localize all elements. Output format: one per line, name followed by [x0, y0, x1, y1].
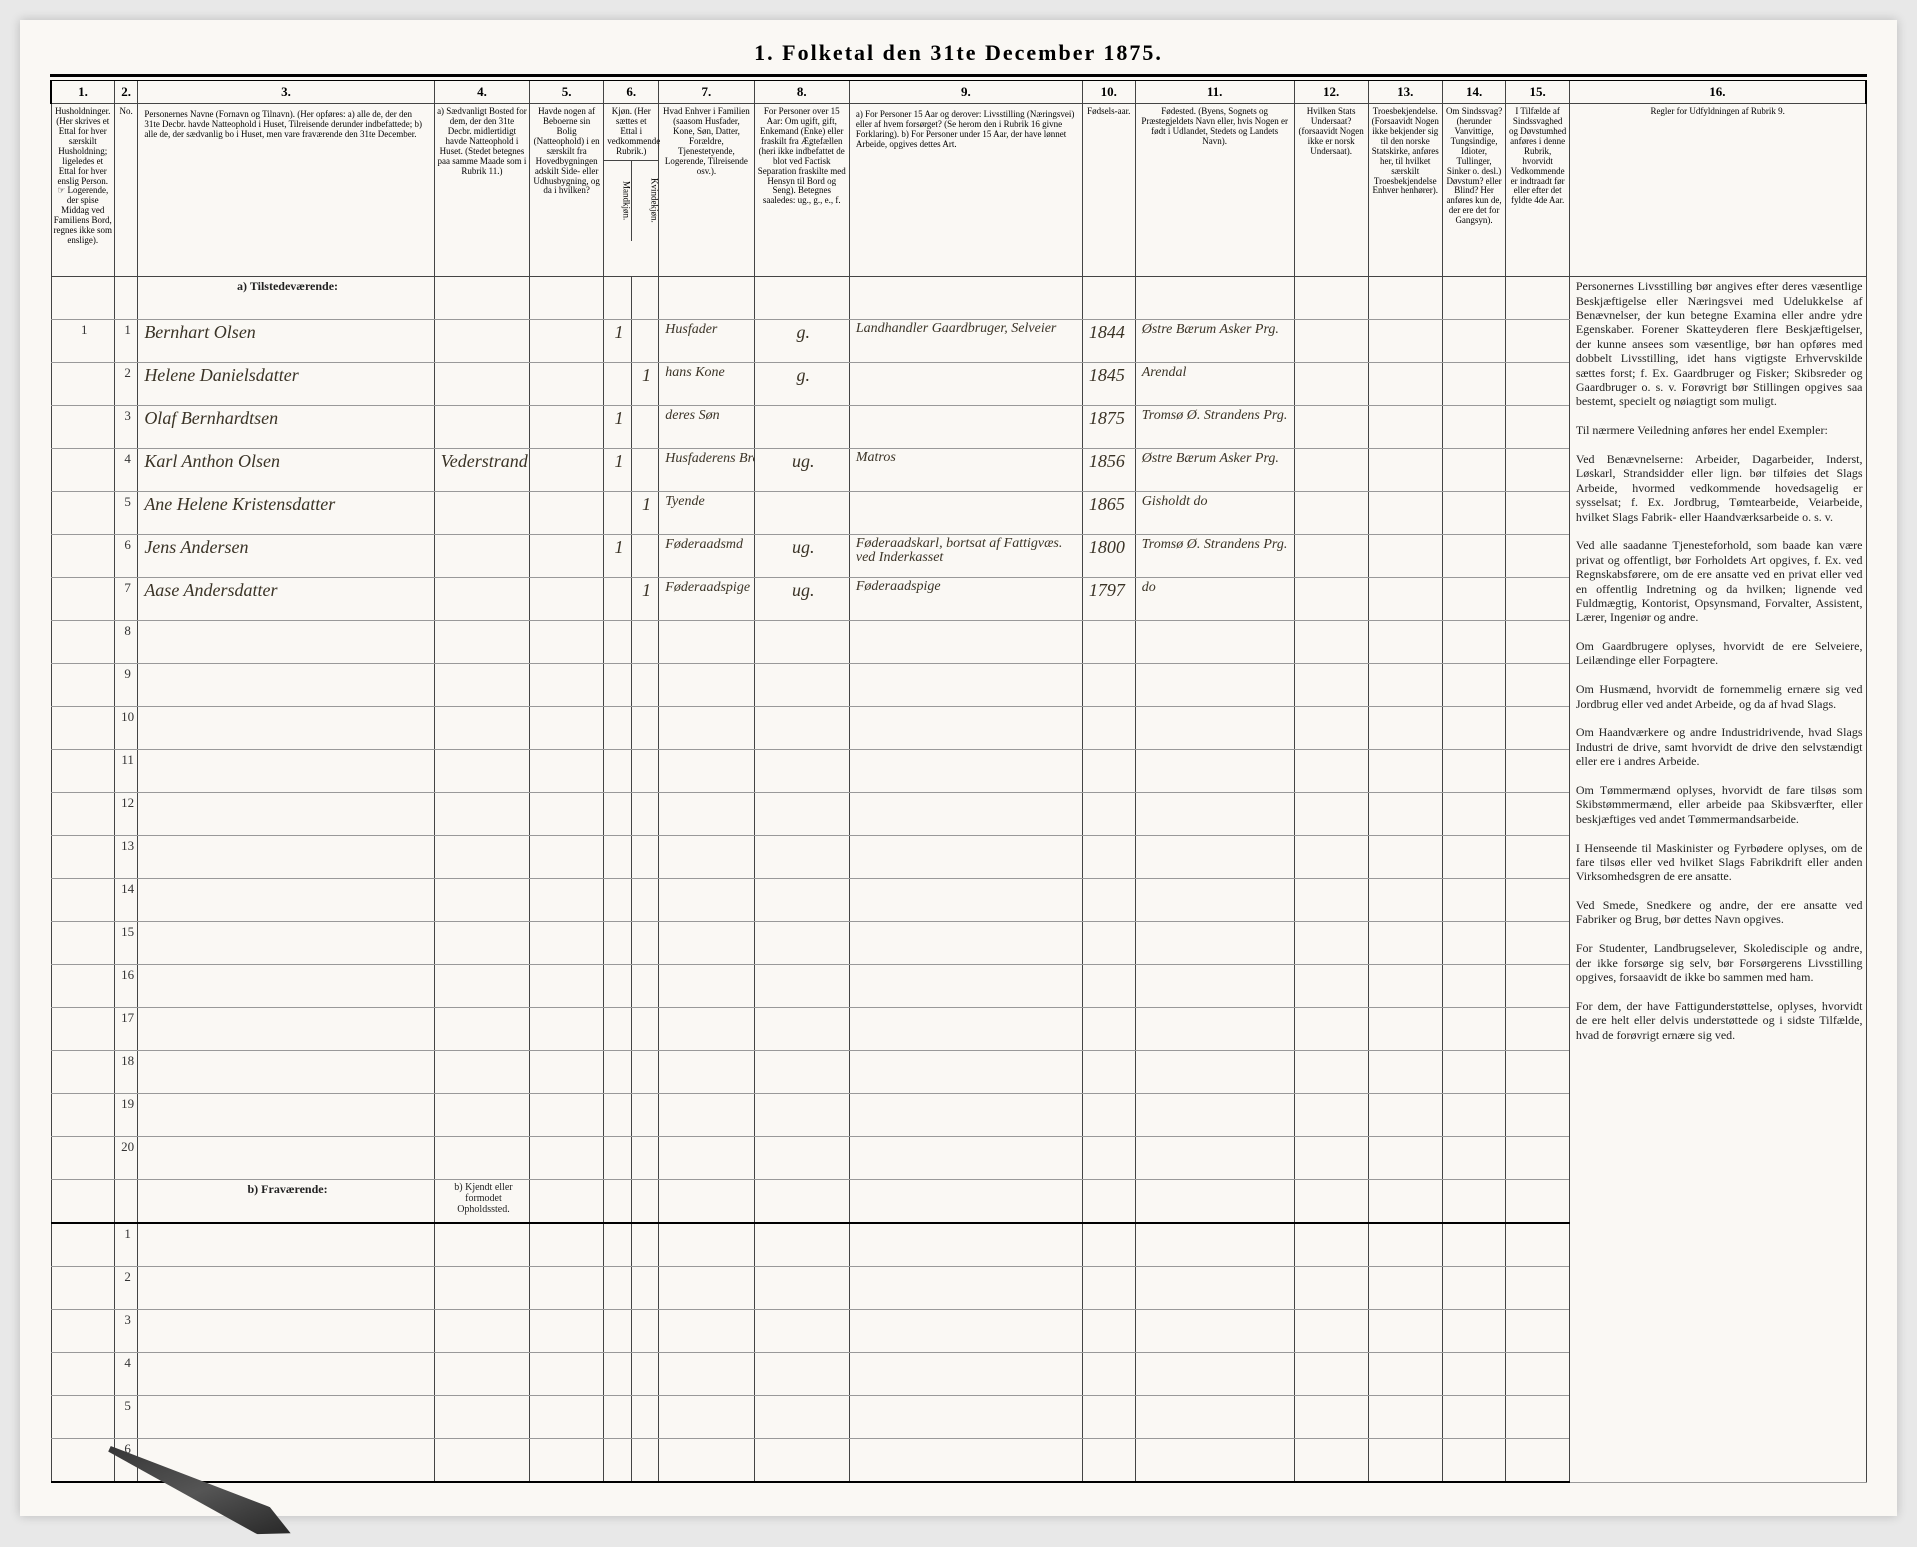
cell-name: Aase Andersdatter: [138, 578, 434, 621]
head-7: Hvad Enhver i Familien (saasom Husfader,…: [659, 104, 754, 277]
rule: [50, 74, 1867, 81]
colnum-13: 13.: [1368, 81, 1442, 104]
colnum-5: 5.: [530, 81, 604, 104]
head-2: No.: [115, 104, 138, 277]
head-12: Hvilken Stats Undersaat? (forsaavidt Nog…: [1294, 104, 1368, 277]
colnum-9: 9.: [849, 81, 1082, 104]
page-title: 1. Folketal den 31te December 1875.: [50, 40, 1867, 66]
cell-name: Ane Helene Kristensdatter: [138, 492, 434, 535]
colnum-7: 7.: [659, 81, 754, 104]
rubrik9-text: Personernes Livsstilling bør angives eft…: [1569, 277, 1866, 1483]
colnum-8: 8.: [754, 81, 849, 104]
cell-name: Helene Danielsdatter: [138, 363, 434, 406]
cell-name: Olaf Bernhardtsen: [138, 406, 434, 449]
head-15: I Tilfælde af Sindssvaghed og Døvstumhed…: [1506, 104, 1570, 277]
colnum-6: 6.: [604, 81, 659, 104]
colnum-16: 16.: [1569, 81, 1866, 104]
colnum-1: 1.: [51, 81, 115, 104]
head-10: Fødsels-aar.: [1082, 104, 1135, 277]
colnum-11: 11.: [1135, 81, 1294, 104]
cell-name: Jens Andersen: [138, 535, 434, 578]
head-6b: Kvindekjøn.: [632, 161, 659, 241]
head-13: Troesbekjendelse. (Forsaavidt Nogen ikke…: [1368, 104, 1442, 277]
head-4: a) Sædvanligt Bosted for dem, der den 31…: [434, 104, 529, 277]
head-9: a) For Personer 15 Aar og derover: Livss…: [849, 104, 1082, 277]
colnum-10: 10.: [1082, 81, 1135, 104]
head-6: Kjøn. (Her sættes et Ettal i vedkommende…: [604, 104, 659, 277]
head-5: Havde nogen af Beboerne sin Bolig (Natte…: [530, 104, 604, 277]
head-11: Fødested. (Byens, Sognets og Præstegjeld…: [1135, 104, 1294, 277]
census-table: 1. 2. 3. 4. 5. 6. 7. 8. 9. 10. 11. 12. 1…: [50, 81, 1867, 1483]
colnum-2: 2.: [115, 81, 138, 104]
census-page: 1. Folketal den 31te December 1875. 1. 2…: [20, 20, 1897, 1516]
colnum-12: 12.: [1294, 81, 1368, 104]
head-1: Husholdninger. (Her skrives et Ettal for…: [51, 104, 115, 277]
cell-name: Bernhart Olsen: [138, 320, 434, 363]
head-14: Om Sindssvag? (herunder Vanvittige, Tung…: [1442, 104, 1506, 277]
colnum-14: 14.: [1442, 81, 1506, 104]
head-8: For Personer over 15 Aar: Om ugift, gift…: [754, 104, 849, 277]
cell-name: Karl Anthon Olsen: [138, 449, 434, 492]
section-b-col4: b) Kjendt eller formodet Opholdssted.: [434, 1180, 529, 1224]
section-a-label: a) Tilstedeværende:: [138, 277, 434, 320]
colnum-4: 4.: [434, 81, 529, 104]
head-16: Regler for Udfyldningen af Rubrik 9.: [1569, 104, 1866, 277]
head-6a: Mandkjøn.: [604, 161, 632, 241]
table-body: a) Tilstedeværende: Personernes Livsstil…: [51, 277, 1866, 1483]
head-6-top: Kjøn. (Her sættes et Ettal i vedkommende…: [604, 104, 658, 160]
section-b-label: b) Fraværende:: [138, 1180, 434, 1224]
colnum-15: 15.: [1506, 81, 1570, 104]
colnum-3: 3.: [138, 81, 434, 104]
head-3: Personernes Navne (Fornavn og Tilnavn). …: [138, 104, 434, 277]
